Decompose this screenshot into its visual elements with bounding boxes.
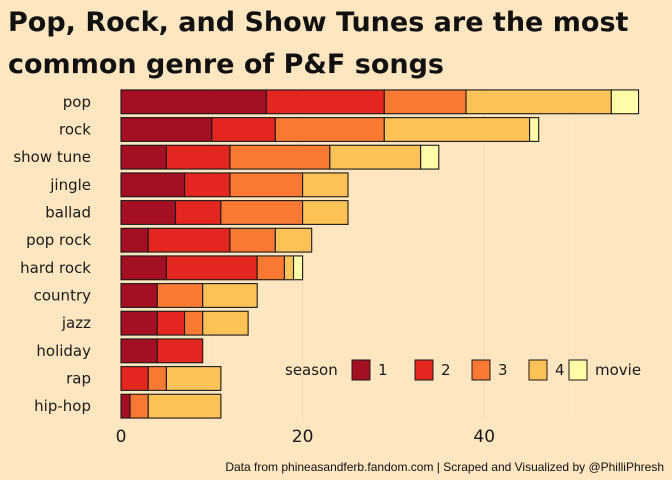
bar-holiday-season-1 bbox=[120, 338, 158, 364]
bar-show-tune-season-movie bbox=[420, 144, 440, 170]
bar-rap-season-3 bbox=[147, 366, 167, 391]
bar-jingle-season-1 bbox=[120, 172, 186, 198]
bar-pop-season-movie bbox=[610, 89, 640, 115]
bar-rock-season-2 bbox=[211, 117, 276, 142]
y-tick-label: holiday bbox=[36, 342, 91, 360]
bar-hard-rock-season-movie bbox=[292, 255, 304, 281]
bar-jazz-season-3 bbox=[184, 310, 204, 336]
bar-show-tune-season-2 bbox=[165, 144, 231, 170]
bar-show-tune-season-4 bbox=[329, 144, 422, 170]
y-tick-label: show tune bbox=[13, 148, 91, 166]
bar-pop-season-3 bbox=[383, 89, 467, 115]
bar-country-season-4 bbox=[202, 283, 258, 308]
legend-label-2: 2 bbox=[441, 361, 451, 379]
y-tick-label: rap bbox=[66, 370, 91, 388]
x-tick-label: 0 bbox=[116, 427, 127, 447]
bar-jingle-season-3 bbox=[229, 172, 304, 198]
y-tick-label: pop bbox=[63, 93, 91, 111]
legend-swatch-4 bbox=[528, 359, 548, 381]
bar-pop-rock-season-3 bbox=[229, 227, 276, 253]
y-tick-label: hard rock bbox=[20, 259, 91, 277]
bar-hip-hop-season-4 bbox=[147, 393, 222, 419]
legend-title: season bbox=[285, 361, 338, 379]
bar-country-season-3 bbox=[156, 283, 204, 308]
bar-rock-season-3 bbox=[274, 117, 385, 142]
bar-pop-season-1 bbox=[120, 89, 267, 115]
y-tick-label: ballad bbox=[45, 204, 91, 222]
y-tick-label: country bbox=[34, 287, 91, 305]
bar-hard-rock-season-3 bbox=[256, 255, 285, 281]
bar-ballad-season-4 bbox=[302, 200, 349, 225]
bar-jazz-season-4 bbox=[202, 310, 249, 336]
bar-rock-season-movie bbox=[529, 117, 540, 142]
chart-caption: Data from phineasandferb.fandom.com | Sc… bbox=[225, 460, 664, 474]
bar-holiday-season-2 bbox=[156, 338, 204, 364]
legend-label-1: 1 bbox=[378, 361, 388, 379]
bar-show-tune-season-1 bbox=[120, 144, 167, 170]
bar-country-season-1 bbox=[120, 283, 158, 308]
chart-title: Pop, Rock, and Show Tunes are the most c… bbox=[8, 7, 629, 80]
bar-rap-season-2 bbox=[120, 366, 149, 391]
x-tick-label: 20 bbox=[292, 427, 314, 447]
legend-swatch-2 bbox=[414, 359, 434, 381]
bar-pop-season-4 bbox=[465, 89, 612, 115]
bar-jazz-season-1 bbox=[120, 310, 158, 336]
y-tick-label: jazz bbox=[61, 314, 91, 332]
y-tick-label: hip-hop bbox=[34, 397, 91, 415]
bar-hard-rock-season-2 bbox=[165, 255, 258, 281]
bar-pop-rock-season-2 bbox=[147, 227, 231, 253]
bar-ballad-season-1 bbox=[120, 200, 177, 225]
legend-swatch-1 bbox=[351, 359, 371, 381]
legend-label-4: 4 bbox=[555, 361, 565, 379]
bar-pop-rock-season-4 bbox=[274, 227, 313, 253]
bar-hip-hop-season-3 bbox=[129, 393, 149, 419]
bar-jazz-season-2 bbox=[156, 310, 186, 336]
y-tick-label: jingle bbox=[49, 176, 91, 194]
y-tick-label: rock bbox=[59, 121, 91, 139]
legend-swatch-movie bbox=[568, 359, 588, 381]
bar-jingle-season-4 bbox=[302, 172, 349, 198]
legend-label-3: 3 bbox=[498, 361, 508, 379]
bar-show-tune-season-3 bbox=[229, 144, 331, 170]
bar-ballad-season-3 bbox=[220, 200, 304, 225]
bar-ballad-season-2 bbox=[174, 200, 222, 225]
bar-hard-rock-season-1 bbox=[120, 255, 167, 281]
legend-label-movie: movie bbox=[595, 361, 641, 379]
bar-pop-rock-season-1 bbox=[120, 227, 149, 253]
bar-hip-hop-season-1 bbox=[120, 393, 131, 419]
bar-hard-rock-season-4 bbox=[283, 255, 295, 281]
x-tick-label: 40 bbox=[473, 427, 495, 447]
bar-rock-season-4 bbox=[383, 117, 531, 142]
bar-rap-season-4 bbox=[165, 366, 222, 391]
y-tick-label: pop rock bbox=[26, 231, 91, 249]
bar-jingle-season-2 bbox=[184, 172, 231, 198]
bar-pop-season-2 bbox=[265, 89, 385, 115]
bar-rock-season-1 bbox=[120, 117, 213, 142]
legend-swatch-3 bbox=[471, 359, 491, 381]
